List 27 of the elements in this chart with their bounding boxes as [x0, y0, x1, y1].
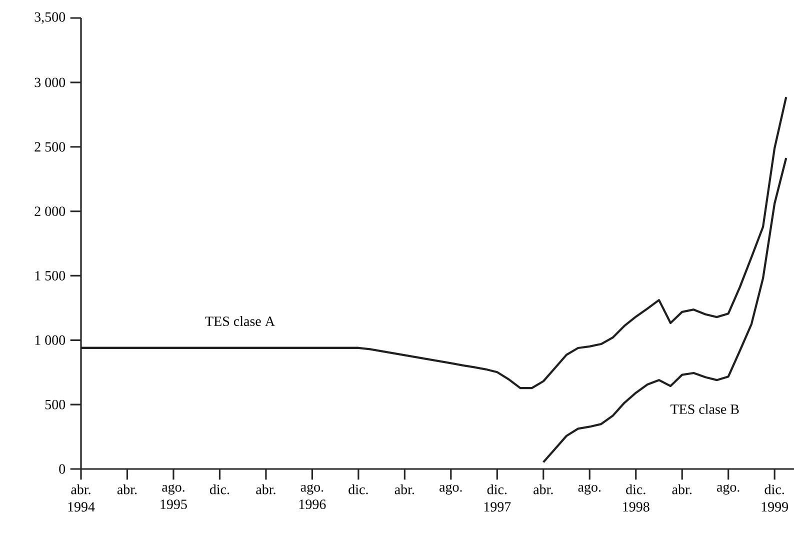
x-tick-label: ago. — [578, 484, 601, 495]
y-tick-label: 1 000 — [35, 335, 66, 345]
y-tick-label: 2 500 — [34, 142, 66, 152]
x-tick-label: abr. — [534, 484, 553, 494]
x-tick-label: dic. 1999 — [762, 484, 788, 512]
x-tick-label: abr. — [256, 484, 276, 494]
x-tick-label: abr. — [672, 484, 692, 494]
line-series — [542, 157, 788, 464]
x-tick-label: dic. 1998 — [623, 484, 650, 512]
x-tick-label: dic. — [348, 484, 368, 494]
y-tick-label: 3 000 — [34, 78, 66, 88]
x-tick-label: abr. — [117, 484, 137, 494]
y-tick-label: 2 000 — [34, 206, 66, 216]
x-tick-label: ago. — [716, 484, 740, 495]
annotation: TES clase B — [670, 404, 739, 414]
x-tick-label: abr. — [394, 484, 414, 494]
x-tick-label: abr. 1994 — [68, 484, 95, 512]
x-tick-label: ago. — [440, 484, 462, 495]
y-tick-label: 1 500 — [35, 271, 66, 280]
x-tick-label: dic. — [210, 484, 230, 494]
x-tick-label: ago. 1996 — [299, 484, 326, 510]
x-tick-label: ago. 1995 — [160, 484, 187, 510]
y-tick-label: 500 — [45, 400, 66, 410]
annotation: TES clase A — [205, 316, 275, 326]
y-tick-label: 0 — [59, 464, 66, 474]
y-tick-label: 3,500 — [34, 12, 66, 24]
x-tick-label: dic. 1997 — [484, 484, 511, 512]
